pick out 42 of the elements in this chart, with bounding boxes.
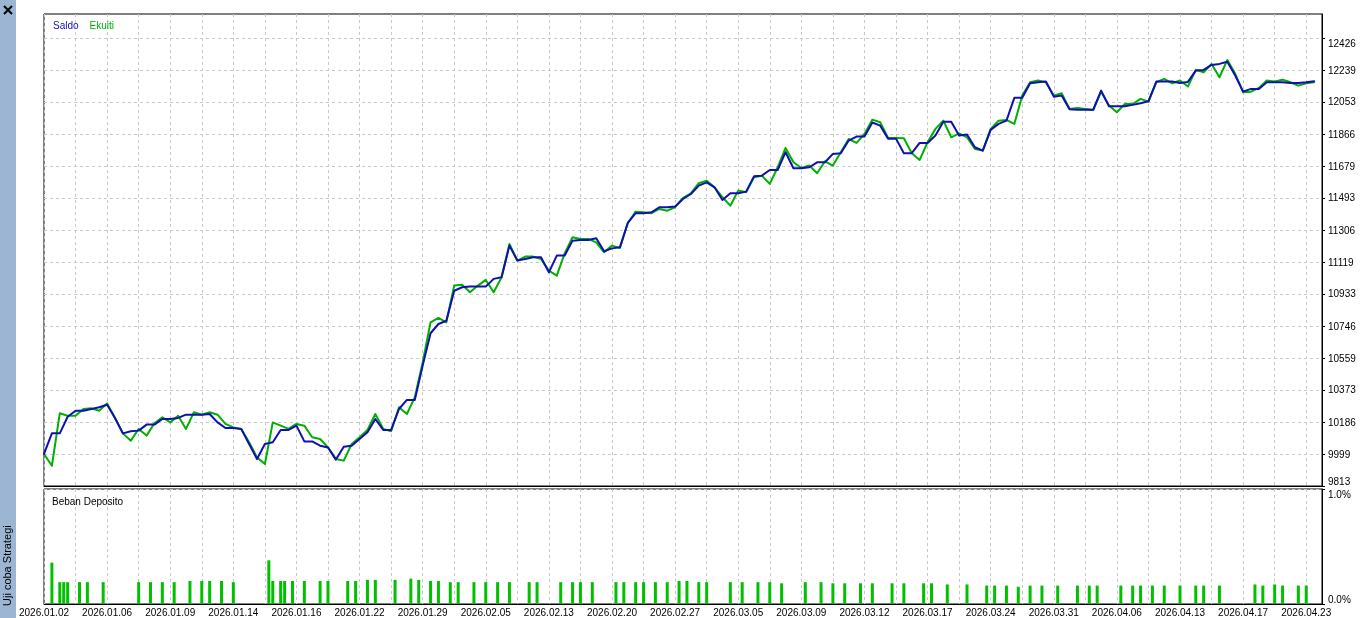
x-tick-label: 2026.01.09 bbox=[145, 606, 196, 618]
y-tick-label: 0.0% bbox=[1328, 593, 1351, 605]
x-tick-label: 2026.01.22 bbox=[334, 606, 386, 618]
y-tick-label: 12239 bbox=[1328, 64, 1357, 76]
x-tick-label: 2026.01.06 bbox=[82, 606, 133, 618]
x-tick-label: 2026.04.17 bbox=[1218, 606, 1269, 618]
x-tick-label: 2026.04.13 bbox=[1154, 606, 1206, 618]
y-tick-label: 12053 bbox=[1328, 96, 1357, 108]
x-tick-label: 2026.01.02 bbox=[18, 606, 70, 618]
y-tick-label: 11866 bbox=[1328, 128, 1356, 140]
y-tick-label: 11119 bbox=[1328, 256, 1355, 268]
x-tick-label: 2026.03.24 bbox=[965, 606, 1017, 618]
x-tick-label: 2026.02.05 bbox=[460, 606, 512, 618]
x-tick-label: 2026.04.23 bbox=[1281, 606, 1332, 618]
y-tick-label: 9999 bbox=[1328, 448, 1351, 460]
text: Saldo bbox=[53, 19, 80, 31]
y-tick-label: 10746 bbox=[1328, 320, 1357, 332]
y-tick-label: 11306 bbox=[1328, 224, 1356, 236]
y-tick-label: 10373 bbox=[1328, 384, 1357, 396]
y-tick-label: 11679 bbox=[1328, 160, 1356, 172]
x-tick-label: 2026.02.20 bbox=[586, 606, 638, 618]
x-tick-label: 2026.01.29 bbox=[397, 606, 449, 618]
x-tick-label: 2026.02.27 bbox=[650, 606, 701, 618]
x-tick-label: 2026.01.14 bbox=[208, 606, 259, 618]
text: Ekuiti bbox=[89, 19, 115, 31]
x-tick-label: 2026.03.12 bbox=[839, 606, 890, 618]
y-tick-label: 10559 bbox=[1328, 352, 1357, 364]
y-tick-label: 11493 bbox=[1328, 192, 1356, 204]
x-tick-label: 2026.01.16 bbox=[271, 606, 322, 618]
x-tick-label: 2026.03.09 bbox=[776, 606, 827, 618]
text: Uji coba Strategi bbox=[0, 525, 13, 606]
x-tick-label: 2026.02.13 bbox=[523, 606, 575, 618]
y-tick-label: 1.0% bbox=[1328, 488, 1351, 500]
x-tick-label: 2026.03.17 bbox=[902, 606, 954, 618]
y-tick-label: 12426 bbox=[1328, 37, 1357, 49]
y-tick-label: 10933 bbox=[1328, 288, 1357, 300]
y-tick-label: 10186 bbox=[1328, 416, 1357, 428]
x-tick-label: 2026.03.05 bbox=[713, 606, 764, 618]
y-tick-label: 9813 bbox=[1328, 475, 1351, 487]
chart-title: Beban Deposito bbox=[52, 495, 124, 507]
x-tick-label: 2026.04.06 bbox=[1091, 606, 1143, 618]
x-tick-label: 2026.03.31 bbox=[1028, 606, 1080, 618]
